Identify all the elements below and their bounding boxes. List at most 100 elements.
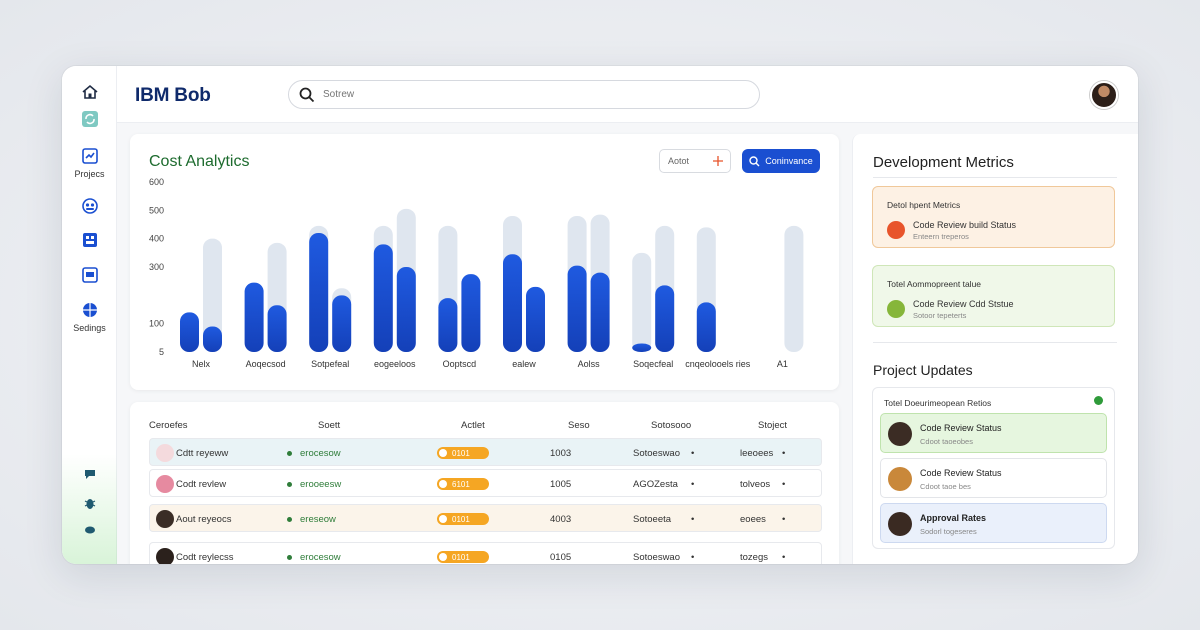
bar [590,272,610,352]
column-header: Ceroefes [149,420,188,431]
sidebar-item-bug[interactable] [62,496,117,510]
x-tick-label: eogeeloos [374,359,416,369]
row-ref: Sotoeeta [633,514,672,525]
x-tick-label: ealew [512,359,536,369]
avatar [888,422,912,446]
y-tick-label: 100 [149,319,164,329]
sidebar-item-grid[interactable] [62,232,117,248]
metric-card[interactable]: Totel Aommopreent talue Code Review Cdd … [872,265,1115,327]
table-row[interactable]: Cdtt reyeww erocesow 0101 1003 Sotoeswao… [149,438,822,466]
window-icon [81,267,98,283]
x-tick-label: cnqeolooels ries [685,359,751,369]
bar [180,312,199,352]
metric-subline: Sotoor tepeterts [913,311,967,320]
bar [267,305,287,352]
column-header: Soett [318,420,341,431]
status-dot [287,482,292,487]
top-bar: IBM Bob [117,66,1138,123]
background-bar [632,252,652,352]
y-tick-label: 400 [149,234,164,244]
sidebar-item-chat[interactable] [62,468,117,480]
sidebar-item-window[interactable] [62,267,117,283]
sidebar-item-label: Sedings [73,323,106,333]
sidebar-item-team[interactable] [62,198,117,214]
row-project: leeoees [740,448,774,459]
row-status: ereseow [300,514,336,525]
bar [396,267,416,352]
grid-icon [82,233,97,247]
cost-chart: 5 100 300 400 500 600 Nelx Aoqecsod Sotpefeal eog… [149,177,804,369]
amount-badge [437,447,489,459]
x-tick-label: Sotpefeal [311,359,349,369]
x-tick-label: Soqecfeal [633,359,673,369]
project-table: Ceroefes Soett Actlet Seso Sotosooo Stoj… [130,402,839,564]
sidebar-item-cloud[interactable] [62,524,117,534]
metric-icon [887,300,905,318]
divider [873,342,1117,343]
more-dot[interactable]: • [782,448,786,459]
update-title: Code Review Status [920,468,1002,478]
filter-dropdown[interactable]: Aotot [659,149,731,173]
row-status: erocesow [300,448,341,459]
status-dot [287,517,292,522]
more-dot[interactable]: • [691,448,695,459]
table-row[interactable]: Codt reylecss erocesow 0101 0105 Sotoesw… [149,542,822,564]
row-project: tozegs [740,552,768,563]
row-amount: 0101 [452,449,470,458]
sidebar-item-home[interactable] [62,84,117,100]
sidebar-item-refresh[interactable] [62,110,117,128]
search-bar[interactable] [288,80,760,109]
column-header: Stoject [758,420,788,431]
divider [873,177,1117,178]
search-input[interactable] [323,89,703,100]
background-bar [203,238,222,352]
check-icon [1094,396,1103,405]
table-row[interactable]: Aout reyeocs ereseow 0101 4003 Sotoeeta … [149,504,822,532]
globe-icon [82,303,97,317]
more-dot[interactable]: • [782,552,786,563]
avatar [888,467,912,491]
user-avatar[interactable] [1090,81,1118,109]
row-name: Aout reyeocs [176,514,232,525]
search-icon [749,155,760,166]
more-dot[interactable]: • [782,514,786,525]
bar [203,326,222,352]
x-tick-label: Ooptscd [443,359,477,369]
more-dot[interactable]: • [691,479,695,490]
y-tick-label: 600 [149,177,164,187]
filter-label: Aotot [668,156,690,166]
update-item[interactable]: Code Review Status Cdoot taoeobes [880,413,1107,453]
sparkle-icon [713,156,723,166]
more-dot[interactable]: • [782,479,786,490]
metric-card[interactable]: Detol hpent Metrics Code Review build St… [872,186,1115,248]
cloud-icon [84,526,95,534]
cost-analytics-card: 5 100 300 400 500 600 Nelx Aoqecsod Sotpefeal eog… [130,134,839,390]
row-status: erocesow [300,552,341,563]
bar [438,298,458,352]
bar [244,282,264,352]
update-item[interactable]: Code Review Status Cdoot taoe bes [880,458,1107,498]
continue-button[interactable]: Coninvance [742,149,820,173]
update-subtitle: Cdoot taoe bes [920,482,971,491]
update-item[interactable]: Approval Rates Sodorl togeseres [880,503,1107,543]
more-dot[interactable]: • [691,552,695,563]
x-tick-label: Aoqecsod [246,359,286,369]
refresh-icon [81,111,98,127]
more-dot[interactable]: • [691,514,695,525]
status-dot [287,451,292,456]
row-ref: Sotoeswao [633,552,681,563]
bar [503,254,522,352]
row-amount: 6101 [452,480,470,489]
table-row[interactable]: Codt revlew erooeesw 6101 1005 AGOZesta … [149,469,822,497]
row-status: erooeesw [300,479,342,490]
sidebar-item-projects[interactable]: Projecs [62,148,117,179]
row-project: eoees [740,514,766,525]
app-window: Projecs Sedings IBM Bob [62,66,1138,564]
metric-line: Code Review Cdd Ststue [913,299,1014,309]
sidebar-item-settings[interactable]: Sedings [62,302,117,333]
row-score: 0105 [550,552,572,563]
avatar [156,475,174,493]
amount-badge [437,478,489,490]
row-name: Codt reylecss [176,552,234,563]
amount-badge [437,513,489,525]
